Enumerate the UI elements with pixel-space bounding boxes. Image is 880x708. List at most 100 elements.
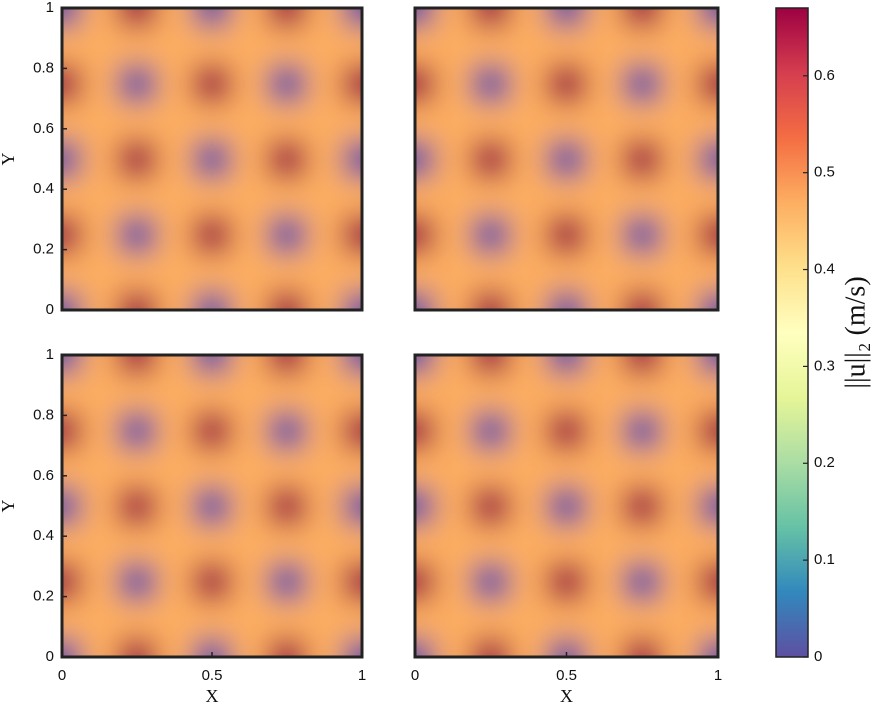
heatmap-cell (155, 600, 194, 639)
heatmap-cell (305, 487, 344, 526)
heatmap-cell (415, 562, 434, 601)
heatmap-cell (433, 140, 472, 179)
heatmap-cell (623, 524, 662, 564)
heatmap-cell (509, 215, 548, 254)
heatmap-cell (80, 8, 119, 28)
colorbar-tick-label: 0.4 (814, 261, 835, 278)
heatmap-cell (623, 487, 662, 526)
heatmap-cell (433, 291, 472, 310)
heatmap-cell (585, 373, 624, 413)
heatmap-cell (343, 373, 362, 413)
heatmap-cell (699, 562, 718, 601)
heatmap-cell (623, 449, 662, 488)
heatmap-cell (471, 411, 510, 450)
heatmap-cell (80, 562, 119, 601)
heatmap-cell (623, 638, 662, 657)
heatmap-cell (509, 638, 548, 657)
heatmap-cell (155, 449, 194, 488)
heatmap-cell (433, 102, 472, 141)
heatmap-cell (118, 215, 156, 254)
heatmap-cell (415, 524, 434, 564)
heatmap-cell (699, 215, 718, 254)
heatmap-cell (80, 26, 119, 66)
heatmap-cell (268, 562, 306, 601)
heatmap-cell (547, 215, 586, 254)
heatmap-cell (661, 140, 700, 179)
heatmap-cell (62, 411, 81, 450)
heatmap-cell (699, 102, 718, 141)
heatmap-cell (305, 600, 344, 639)
heatmap-cell (509, 8, 548, 28)
heatmap-cell (305, 177, 344, 217)
heatmap-cell (155, 487, 194, 526)
heatmap-cell (623, 177, 662, 217)
heatmap-cell (155, 177, 194, 217)
heatmap-cell (585, 449, 624, 488)
heatmap-cell (80, 487, 119, 526)
x-tick-label: 1 (358, 667, 366, 684)
heatmap-cell (155, 355, 194, 375)
heatmap-cell (585, 600, 624, 639)
heatmap-cell (80, 449, 119, 488)
heatmap-cell (585, 253, 624, 292)
heatmap-cell (230, 215, 269, 254)
heatmap-cell (509, 373, 548, 413)
heatmap-cell (343, 64, 362, 103)
heatmap-cell (509, 449, 548, 488)
heatmap-cell (415, 102, 434, 141)
heatmap-cell (62, 177, 81, 217)
heatmap-cell (118, 140, 156, 179)
heatmap-cell (415, 215, 434, 254)
x-tick-label: 0.5 (202, 667, 223, 684)
x-axis-label: X (206, 686, 219, 706)
heatmap-cell (415, 64, 434, 103)
plot-area (62, 355, 362, 657)
heatmap-cell (343, 291, 362, 310)
heatmap-cell (155, 411, 194, 450)
heatmap-cell (305, 638, 344, 657)
heatmap-cell (193, 253, 231, 292)
heatmap-cell (433, 600, 472, 639)
heatmap-cell (699, 373, 718, 413)
heatmap-cell (509, 355, 548, 375)
x-tick-label: 0.5 (556, 667, 577, 684)
heatmap-cell (80, 140, 119, 179)
heatmap-cell (118, 487, 156, 526)
heatmap-cell (118, 291, 156, 310)
heatmap-cell (268, 8, 306, 28)
heatmap-cell (471, 449, 510, 488)
heatmap-cell (155, 102, 194, 141)
heatmap-cell (471, 140, 510, 179)
heatmap-cell (193, 102, 231, 141)
heatmap-cell (268, 102, 306, 141)
heatmap-cell (305, 64, 344, 103)
heatmap-cell (305, 8, 344, 28)
heatmap-cell (585, 215, 624, 254)
heatmap-cell (305, 449, 344, 488)
heatmap-cell (230, 253, 269, 292)
heatmap-cell (661, 638, 700, 657)
heatmap-cell (80, 177, 119, 217)
heatmap-cell (268, 487, 306, 526)
heatmap-cell (343, 253, 362, 292)
heatmap-cell (509, 411, 548, 450)
heatmap-cell (699, 487, 718, 526)
heatmap-cell (547, 373, 586, 413)
heatmap-cell (62, 449, 81, 488)
heatmap-cell (547, 487, 586, 526)
heatmap-cell (193, 8, 231, 28)
heatmap-cell (230, 291, 269, 310)
y-tick-label: 0.6 (33, 120, 54, 137)
heatmap-cell (62, 64, 81, 103)
heatmap-cell (230, 8, 269, 28)
heatmap-cell (118, 373, 156, 413)
colorbar-tick-label: 0.3 (814, 357, 835, 374)
heatmap-cell (230, 373, 269, 413)
heatmap-cell (415, 373, 434, 413)
y-axis-label: Y (0, 153, 18, 166)
heatmap-cell (585, 638, 624, 657)
heatmap-cell (471, 638, 510, 657)
heatmap-cell (193, 449, 231, 488)
plot-area (62, 8, 362, 310)
heatmap-cell (268, 373, 306, 413)
